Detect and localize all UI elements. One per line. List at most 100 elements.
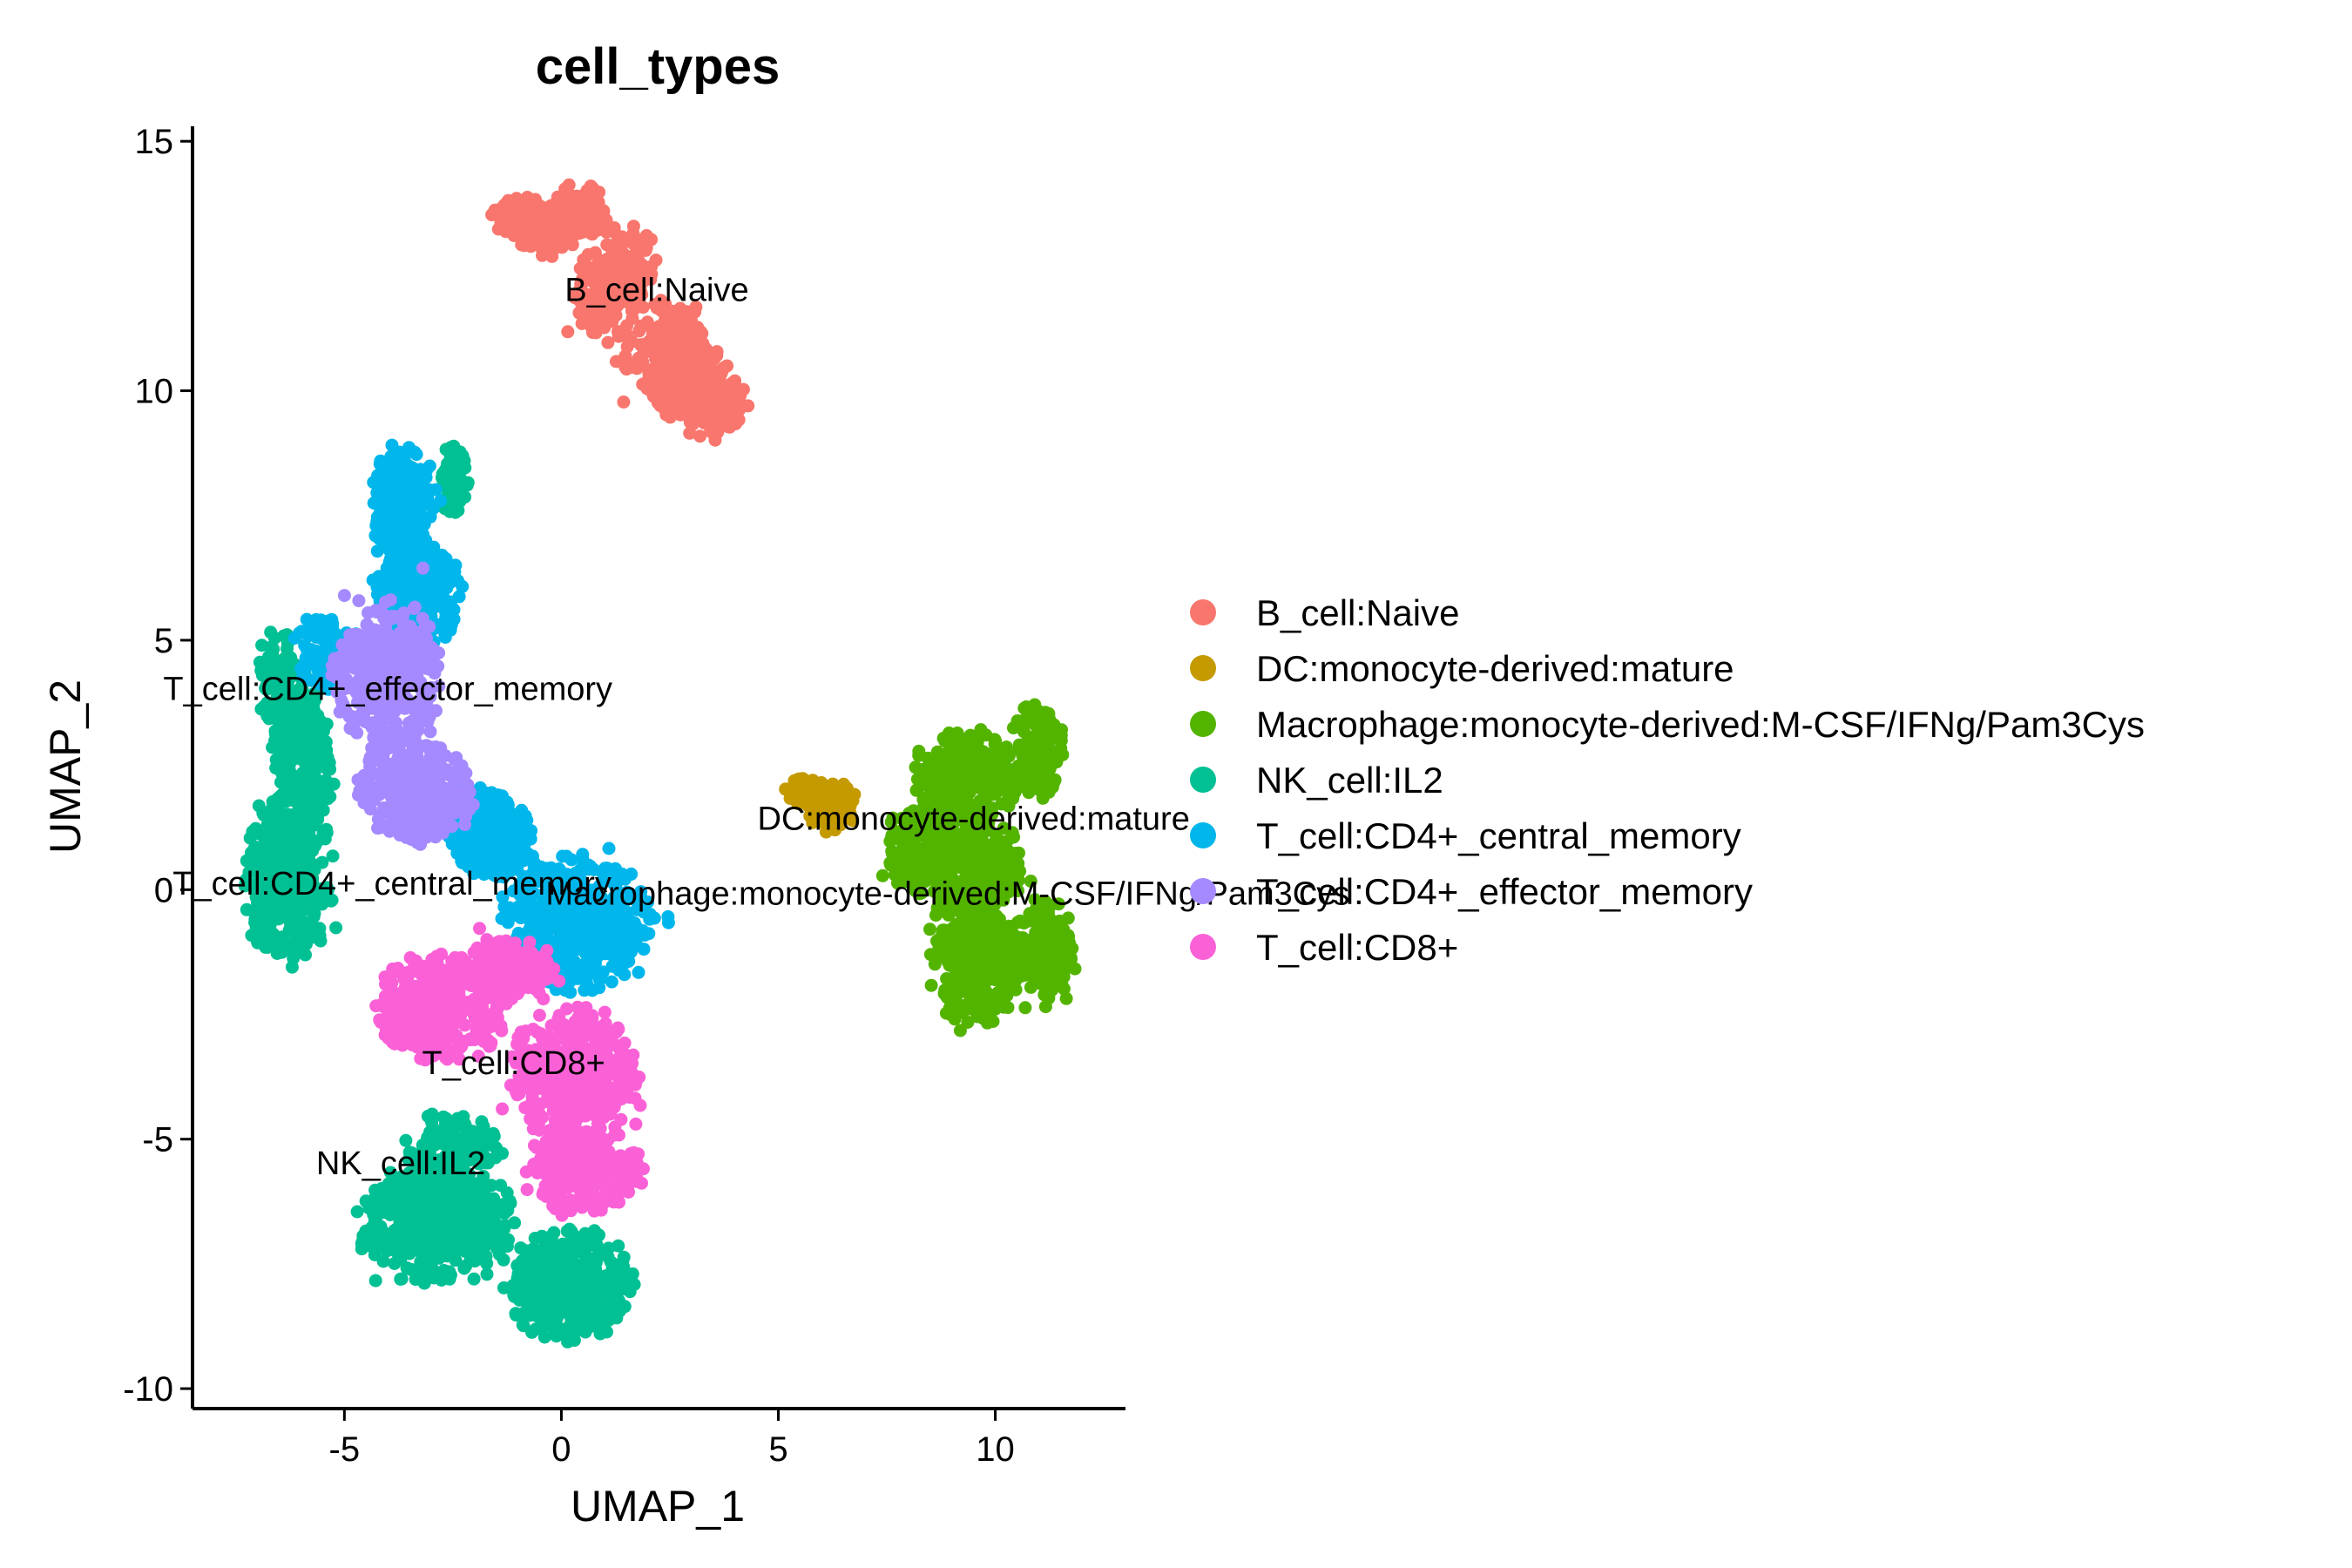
point (620, 319, 633, 333)
point (990, 964, 1003, 978)
point (1054, 741, 1068, 755)
point (446, 476, 460, 490)
point (685, 371, 699, 385)
point (447, 439, 461, 453)
point (617, 395, 631, 409)
point (973, 945, 987, 959)
point (987, 952, 1001, 965)
point (923, 923, 936, 936)
point (367, 497, 381, 510)
point (886, 811, 900, 825)
point (395, 1240, 409, 1254)
point (245, 929, 259, 943)
point (969, 1000, 982, 1014)
point (645, 334, 659, 348)
point (591, 223, 605, 237)
point (565, 194, 579, 208)
point (419, 1263, 433, 1277)
point (942, 907, 956, 921)
point (395, 474, 409, 488)
point (704, 422, 718, 436)
point (372, 570, 386, 584)
point (1045, 780, 1059, 794)
point (1022, 786, 1036, 800)
point (605, 975, 618, 989)
point (888, 851, 902, 864)
point (689, 395, 703, 409)
point (517, 194, 531, 208)
point (623, 233, 637, 247)
point (368, 1191, 382, 1205)
point (960, 966, 974, 980)
point (585, 326, 599, 340)
point (444, 618, 458, 632)
point (636, 301, 650, 314)
point (593, 267, 607, 280)
point (632, 965, 645, 979)
scatter-points (238, 178, 1082, 1348)
point (1029, 719, 1043, 733)
point (280, 642, 294, 656)
point (953, 768, 967, 781)
point (989, 855, 1002, 869)
point (576, 1283, 590, 1297)
point (269, 753, 283, 767)
point (658, 314, 672, 328)
point (368, 1214, 382, 1228)
point (1000, 776, 1013, 790)
point (959, 801, 972, 815)
point (384, 509, 398, 522)
point (974, 723, 988, 737)
point (415, 584, 429, 597)
point (403, 521, 417, 535)
series-macrophage-monocyte-derived-m-csf-ifng-pam3cys (875, 698, 1082, 1037)
point (827, 778, 841, 792)
point (491, 222, 505, 236)
point (601, 335, 615, 349)
point (728, 374, 742, 388)
point (953, 902, 967, 916)
point (999, 883, 1013, 897)
point (521, 1298, 534, 1312)
point (438, 1120, 452, 1134)
point (1009, 983, 1023, 997)
point (461, 476, 475, 490)
point (456, 579, 470, 593)
point (436, 1213, 450, 1227)
point (963, 786, 977, 800)
point (915, 886, 929, 900)
point (609, 301, 623, 314)
point (644, 273, 658, 287)
point (394, 1272, 408, 1286)
point (447, 603, 461, 617)
point (318, 757, 332, 771)
point (926, 841, 940, 855)
point (476, 1119, 490, 1133)
point (528, 1232, 542, 1245)
point (687, 384, 701, 398)
point (950, 727, 964, 740)
point (264, 803, 278, 817)
point (1031, 742, 1044, 756)
point (1010, 714, 1024, 727)
point (315, 732, 329, 746)
point (371, 469, 385, 483)
point (779, 782, 793, 796)
point (611, 229, 624, 242)
point (296, 841, 310, 855)
point (510, 1259, 524, 1273)
point (977, 858, 991, 872)
point (497, 1253, 510, 1267)
point (575, 1298, 589, 1312)
point (298, 926, 312, 940)
point (489, 1151, 503, 1165)
point (253, 655, 267, 669)
point (393, 532, 407, 546)
point (589, 301, 603, 314)
point (608, 1258, 621, 1272)
point (589, 1255, 603, 1269)
point (267, 927, 280, 941)
point (329, 921, 343, 935)
point (1029, 909, 1043, 923)
point (565, 238, 579, 252)
